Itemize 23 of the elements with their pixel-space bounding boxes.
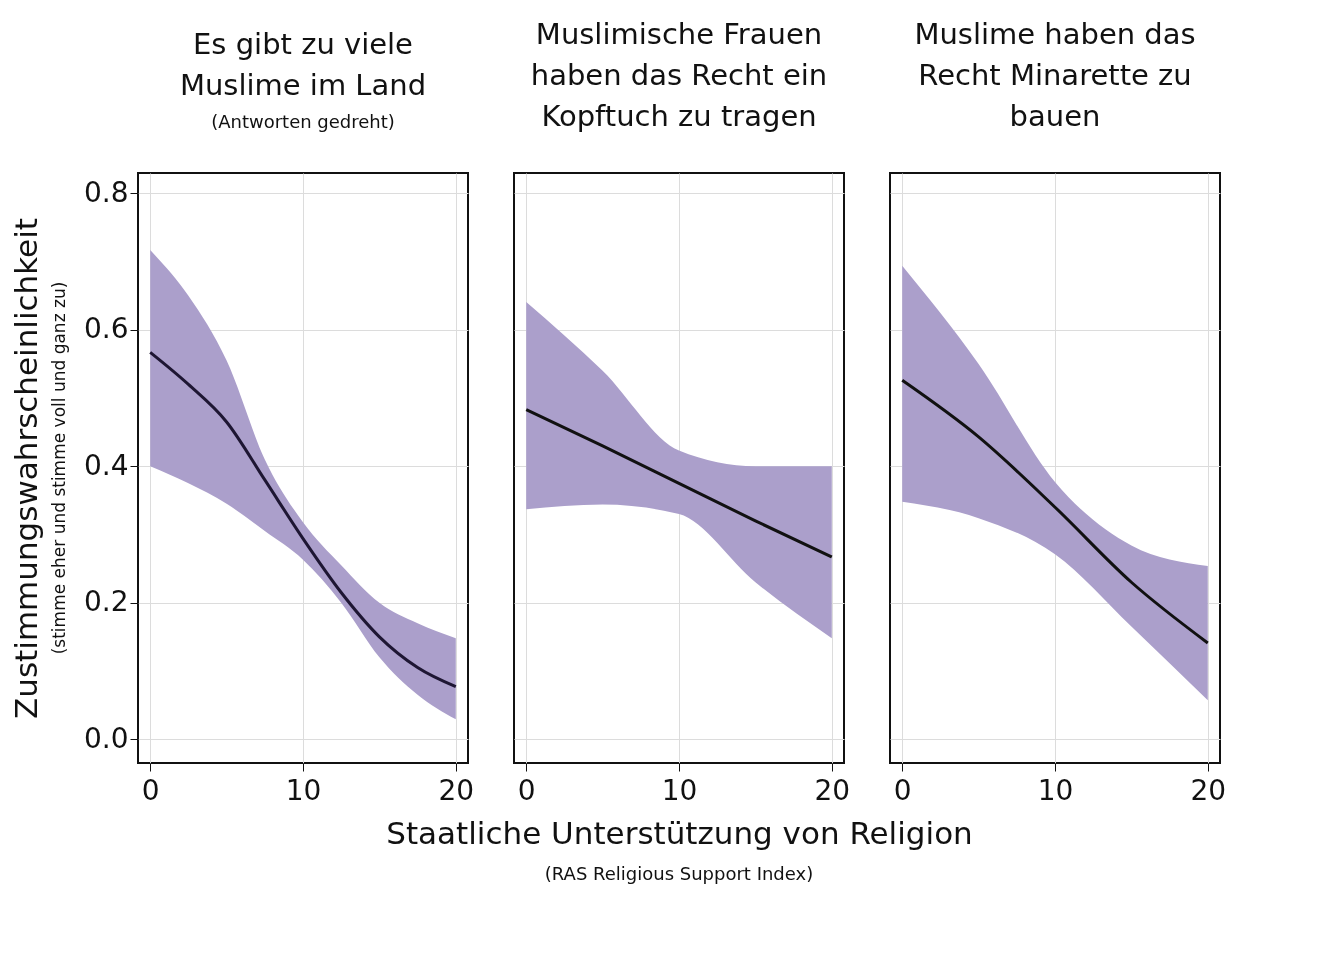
x-tick-label: 20 (1190, 773, 1227, 807)
x-axis-title: Staatliche Unterstützung von Religion (386, 814, 973, 851)
x-tick-label: 10 (1037, 773, 1074, 807)
chart-subtitle: (Antworten gedreht) (211, 111, 395, 132)
y-axis-title: Zustimmungswahrscheinlichkeit (7, 218, 44, 719)
chart-title: Muslime haben das Recht Minarette zu bauen (914, 17, 1196, 133)
y-tick-label: 0.6 (83, 312, 129, 346)
y-tick-label: 0.4 (83, 448, 129, 482)
x-tick-label: 0 (141, 773, 160, 807)
chart-title: Muslimische Frauen haben das Recht ein Kopftuch zu tragen (530, 17, 828, 133)
x-tick-label: 10 (661, 773, 698, 807)
y-tick-label: 0.8 (83, 175, 129, 209)
y-tick-label: 0.0 (83, 721, 129, 755)
x-tick-label: 20 (438, 773, 475, 807)
y-tick-label: 0.2 (83, 585, 129, 619)
x-tick-label: 20 (814, 773, 851, 807)
text: (stimme eher und stimme voll und ganz zu) (49, 281, 69, 655)
text: (RAS Religious Support Index) (544, 863, 814, 884)
chart-title: Es gibt zu viele Muslime im Land (179, 27, 427, 102)
x-tick-label: 0 (517, 773, 536, 807)
line-series (148, 350, 458, 689)
x-tick-label: 0 (893, 773, 912, 807)
x-tick-label: 10 (285, 773, 322, 807)
